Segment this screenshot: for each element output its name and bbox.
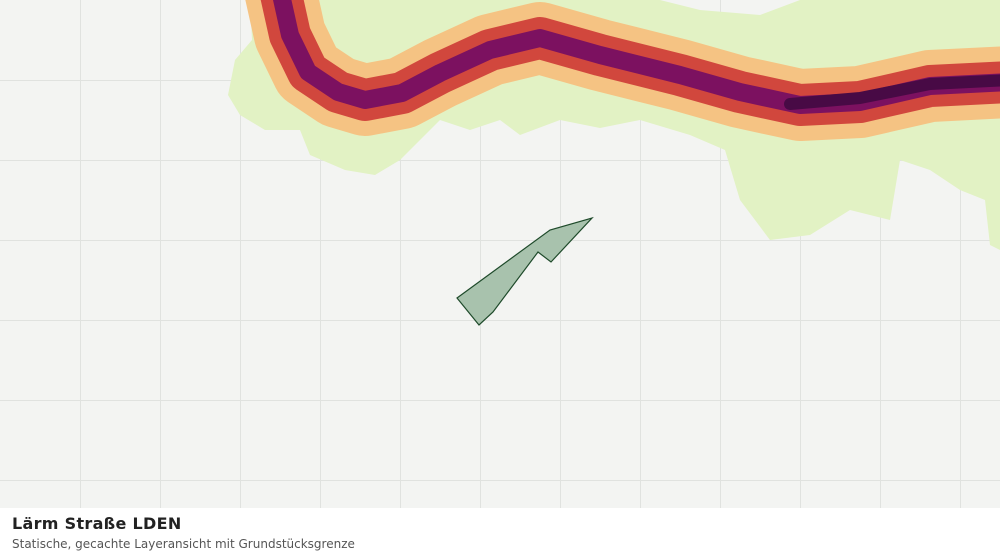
caption: Lärm Straße LDEN Statische, gecachte Lay…: [0, 508, 1000, 560]
map-title: Lärm Straße LDEN: [12, 514, 182, 533]
noise-bands: [245, 0, 1000, 141]
map: [0, 0, 1000, 508]
map-subtitle: Statische, gecachte Layeransicht mit Gru…: [12, 537, 355, 551]
parcel-boundary: [456, 216, 594, 326]
